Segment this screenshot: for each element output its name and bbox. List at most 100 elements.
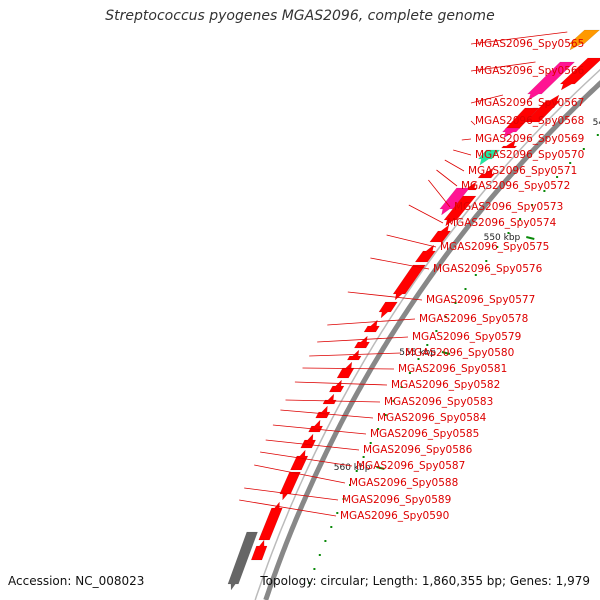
label-leader <box>470 31 568 45</box>
gene-label: MGAS2096_Spy0567 <box>475 97 584 109</box>
gene-feature <box>501 127 521 139</box>
gene-label: MGAS2096_Spy0580 <box>405 347 514 359</box>
gc-dot <box>384 414 387 416</box>
scale-label: 560 kbp <box>334 463 371 473</box>
gene-feature <box>443 195 477 227</box>
gene-feature <box>279 471 301 501</box>
gene-feature <box>477 149 501 166</box>
gene-feature <box>477 167 496 179</box>
scale-label: 550 kbp <box>484 233 521 243</box>
gene-feature <box>559 57 600 91</box>
gc-dot <box>454 302 457 304</box>
scale-tick <box>526 236 535 240</box>
label-leader <box>370 257 430 270</box>
gene-feature <box>308 419 324 433</box>
gene-label: MGAS2096_Spy0579 <box>412 331 521 343</box>
gene-label: MGAS2096_Spy0584 <box>377 412 487 424</box>
accession-text: Accession: NC_008023 <box>8 574 145 588</box>
label-leader <box>428 179 451 208</box>
gene-label: MGAS2096_Spy0575 <box>440 241 549 253</box>
scale-label: 555 kbp <box>399 348 436 358</box>
scale-tick <box>441 351 451 355</box>
gene-label: MGAS2096_Spy0576 <box>433 263 543 275</box>
topology-text: Topology: circular; Length: 1,860,355 bp… <box>260 574 590 588</box>
gene-label: MGAS2096_Spy0582 <box>391 379 500 391</box>
gene-feature <box>346 349 362 361</box>
gene-label: MGAS2096_Spy0574 <box>447 217 557 229</box>
feature-track <box>227 29 600 591</box>
gene-label: MGAS2096_Spy0573 <box>454 201 563 213</box>
gc-dot <box>408 372 411 374</box>
gc-dot <box>342 498 345 500</box>
label-leaders <box>239 31 568 517</box>
gene-feature <box>524 94 561 123</box>
label-leader <box>294 381 388 386</box>
label-leader <box>444 159 465 172</box>
gene-feature <box>429 224 452 243</box>
label-leader <box>470 61 536 72</box>
gene-label: MGAS2096_Spy0583 <box>384 396 493 408</box>
label-leader <box>309 352 402 357</box>
gene-feature <box>526 61 576 101</box>
gc-dot <box>324 540 327 542</box>
gene-feature <box>250 539 268 561</box>
label-leader <box>436 169 458 187</box>
gc-dot <box>556 176 559 178</box>
gene-label: MGAS2096_Spy0566 <box>475 65 585 77</box>
gene-label: MGAS2096_Spy0585 <box>370 428 479 440</box>
label-leader <box>461 138 472 141</box>
gc-dot <box>569 162 572 164</box>
gene-feature <box>227 531 258 591</box>
backbone-inner <box>254 68 600 600</box>
gene-feature <box>378 301 398 319</box>
scale-tick <box>376 466 385 470</box>
gc-dot <box>362 456 365 458</box>
gene-feature <box>353 335 371 349</box>
label-leader <box>244 487 339 501</box>
gc-dot <box>496 246 499 248</box>
backbone-outer <box>263 80 600 600</box>
gc-dot <box>426 344 429 346</box>
gc-dot <box>519 218 522 220</box>
gc-dot <box>349 484 351 486</box>
label-leader <box>239 499 337 517</box>
label-leader <box>265 439 360 451</box>
label-leader <box>272 424 367 435</box>
label-leader <box>254 464 346 484</box>
gc-dot <box>355 470 358 472</box>
gene-feature <box>363 319 380 333</box>
label-leader <box>285 399 381 403</box>
gene-label: MGAS2096_Spy0569 <box>475 133 584 145</box>
gc-dot <box>543 190 546 192</box>
gc-dot <box>596 134 599 136</box>
gc-dot <box>377 428 380 430</box>
gc-dot <box>313 568 316 570</box>
gene-label: MGAS2096_Spy0581 <box>398 363 507 375</box>
label-leader <box>302 367 395 370</box>
gene-feature <box>439 187 471 216</box>
gene-feature <box>300 433 317 449</box>
gc-dot <box>507 232 510 234</box>
gene-label: MGAS2096_Spy0568 <box>475 115 584 127</box>
label-leader <box>280 409 374 419</box>
label-leader <box>470 120 476 126</box>
label-leader <box>470 94 503 104</box>
label-leader <box>408 204 444 224</box>
gene-feature <box>568 29 600 51</box>
gene-label: MGAS2096_Spy0565 <box>475 38 584 50</box>
gene-label: MGAS2096_Spy0586 <box>363 444 473 456</box>
gc-dot <box>485 260 488 262</box>
gene-label: MGAS2096_Spy0590 <box>340 510 449 522</box>
gc-dot <box>444 316 447 318</box>
gc-dot <box>336 512 339 514</box>
gene-label: MGAS2096_Spy0570 <box>475 149 584 161</box>
label-leader <box>317 336 409 343</box>
scale-ticks: 545 kbp 550 kbp 555 kbp 560 kbp <box>334 118 600 473</box>
gc-dot <box>392 400 395 402</box>
gc-dot <box>582 148 585 150</box>
gene-label: MGAS2096_Spy0578 <box>419 313 528 325</box>
gene-label: MGAS2096_Spy0571 <box>468 165 577 177</box>
label-leader <box>347 291 423 301</box>
gene-labels: MGAS2096_Spy0565 MGAS2096_Spy0566 MGAS2096… <box>340 38 585 522</box>
